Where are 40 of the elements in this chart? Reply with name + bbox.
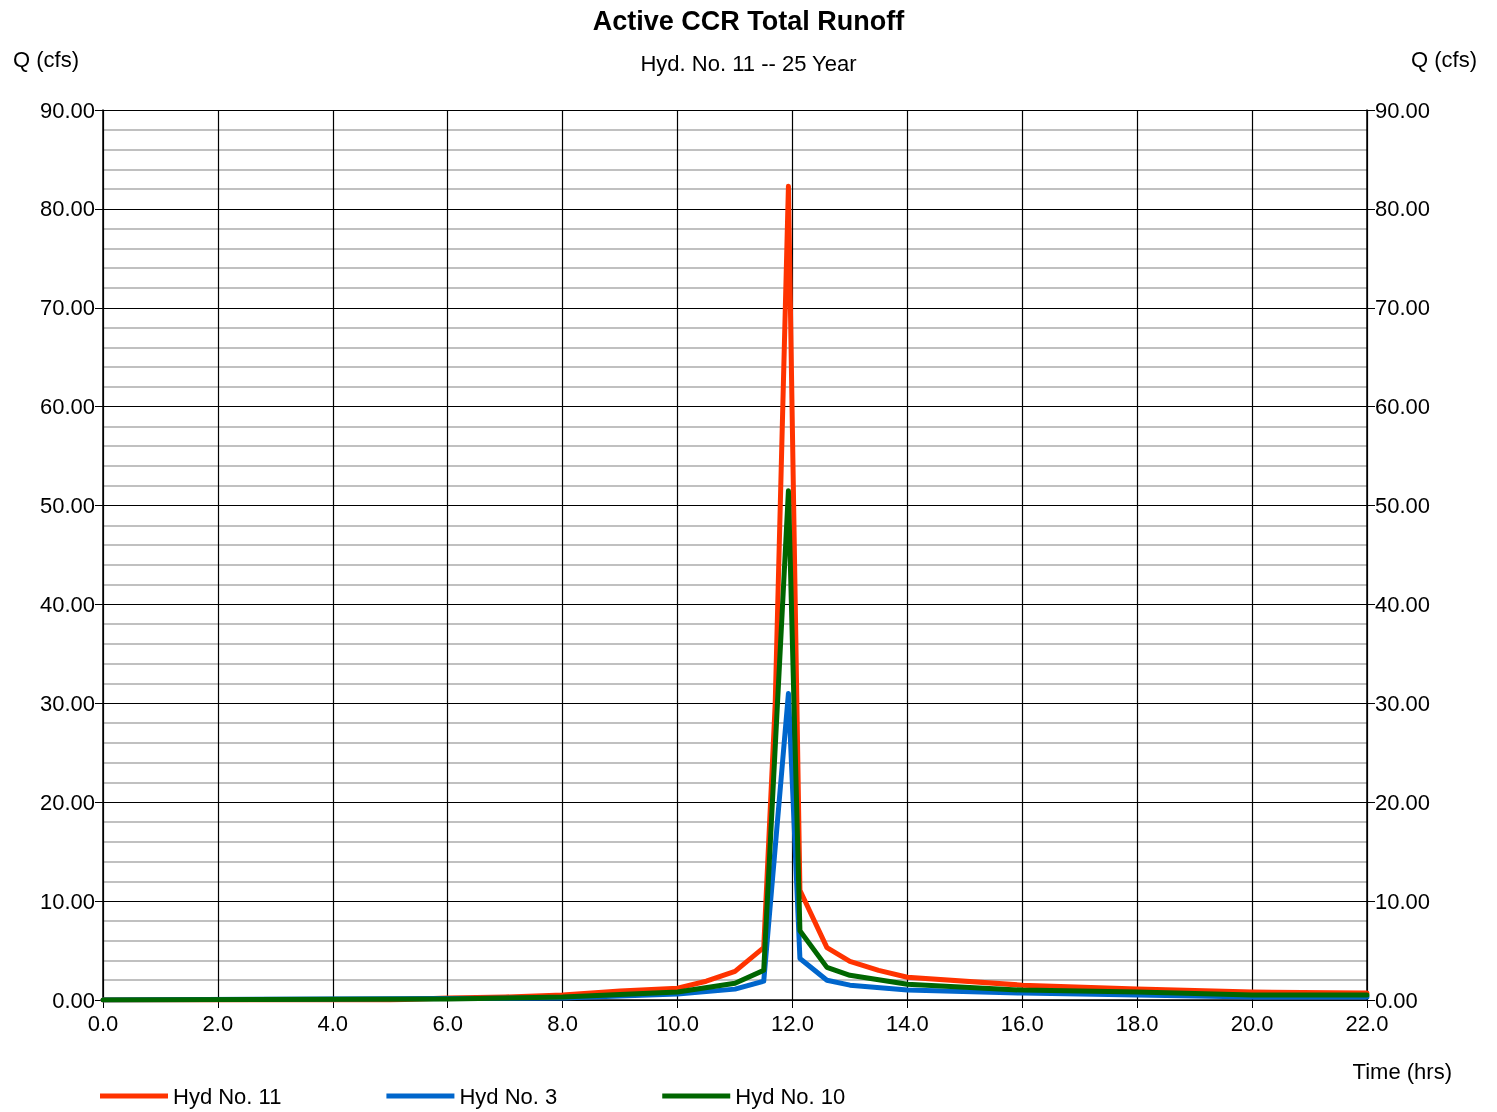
chart-subtitle: Hyd. No. 11 -- 25 Year bbox=[640, 50, 857, 76]
y-tick-label: 90.00 bbox=[39, 97, 95, 123]
y2-tick-label: 60.00 bbox=[1375, 394, 1431, 420]
y-tick-label: 60.00 bbox=[39, 394, 95, 420]
y2-tick-label: 40.00 bbox=[1375, 591, 1431, 617]
chart-title: Active CCR Total Runoff bbox=[592, 5, 906, 36]
y2-tick-label: 80.00 bbox=[1375, 196, 1431, 222]
x-tick-label: 0.0 bbox=[87, 1010, 119, 1036]
y2-tick-label: 0.00 bbox=[1375, 987, 1418, 1013]
y2-tick-label: 70.00 bbox=[1375, 295, 1431, 321]
x-tick-label: 20.0 bbox=[1230, 1010, 1274, 1036]
x-tick-label: 6.0 bbox=[432, 1010, 464, 1036]
y-tick-label: 80.00 bbox=[39, 196, 95, 222]
legend-label: Hyd No. 11 bbox=[173, 1083, 282, 1109]
legend-label: Hyd No. 10 bbox=[735, 1083, 846, 1109]
x-tick-label: 16.0 bbox=[1000, 1010, 1044, 1036]
x-tick-label: 14.0 bbox=[885, 1010, 929, 1036]
y2-tick-label: 30.00 bbox=[1375, 690, 1431, 716]
x-tick-label: 10.0 bbox=[656, 1010, 699, 1036]
x-tick-label: 2.0 bbox=[202, 1010, 234, 1036]
x-tick-label: 4.0 bbox=[317, 1010, 349, 1036]
x-tick-label: 22.0 bbox=[1345, 1010, 1389, 1036]
y-tick-label: 50.00 bbox=[39, 493, 95, 519]
y-tick-label: 70.00 bbox=[39, 295, 95, 321]
legend-label: Hyd No. 3 bbox=[459, 1083, 558, 1109]
x-axis-title: Time (hrs) bbox=[1352, 1058, 1452, 1084]
y-tick-label: 40.00 bbox=[39, 591, 95, 617]
y2-tick-label: 50.00 bbox=[1375, 493, 1431, 519]
x-tick-label: 12.0 bbox=[771, 1010, 814, 1036]
y-tick-label: 30.00 bbox=[39, 690, 95, 716]
y2-tick-label: 90.00 bbox=[1375, 97, 1431, 123]
y2-tick-label: 20.00 bbox=[1375, 789, 1431, 815]
x-tick-label: 18.0 bbox=[1115, 1010, 1159, 1036]
y-axis-title: Q (cfs) bbox=[13, 46, 79, 72]
y2-tick-label: 10.00 bbox=[1375, 888, 1431, 914]
y2-axis-title: Q (cfs) bbox=[1411, 46, 1477, 72]
y-tick-label: 10.00 bbox=[39, 888, 95, 914]
y-tick-label: 0.00 bbox=[52, 987, 95, 1013]
y-tick-label: 20.00 bbox=[39, 789, 95, 815]
x-tick-label: 8.0 bbox=[547, 1010, 578, 1036]
